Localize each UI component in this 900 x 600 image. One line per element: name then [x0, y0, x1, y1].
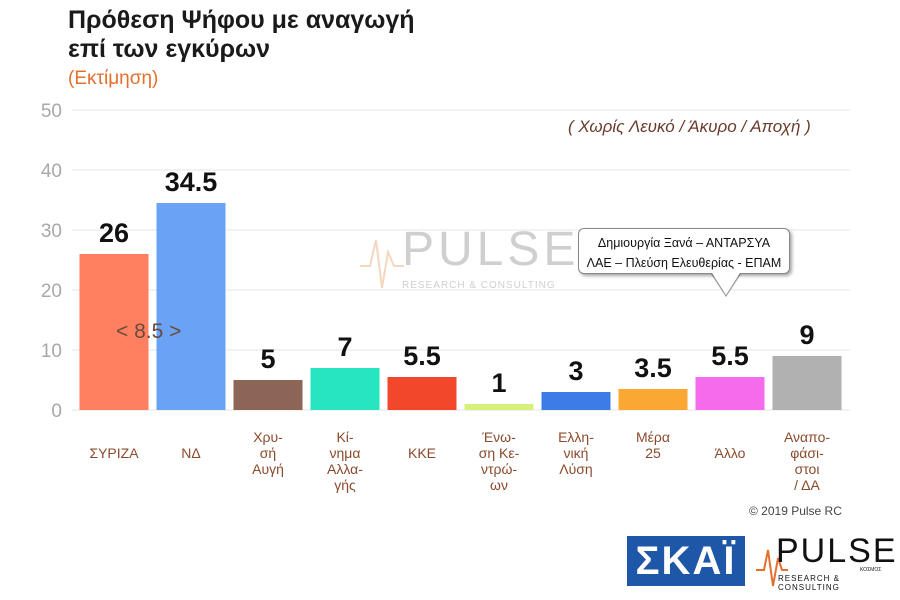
- bar: [310, 368, 380, 410]
- copyright: © 2019 Pulse RC: [749, 504, 842, 518]
- callout-box: Δημιουργία Ξανά – ΑΝΤΑΡΣΥΑ ΛΑΕ – Πλεύση …: [578, 228, 790, 274]
- watermark-word: PULSE: [402, 223, 580, 276]
- pulse-logo-kosmos: ΚΟΣΜΟΣ: [860, 567, 882, 573]
- difference-annotation: < 8.5 >: [116, 320, 182, 343]
- callout-tip: [712, 273, 740, 295]
- category-label: Χρυ-σή Αυγή: [252, 429, 284, 477]
- pulse-logo-word: PULSE: [776, 532, 898, 570]
- category-label: Άλλο: [715, 445, 746, 461]
- category-label: Αναπο-φάσι-στοι / ΔΑ: [784, 429, 830, 493]
- pulse-logo-icon: [756, 549, 788, 587]
- bar-value-label: 26: [99, 218, 129, 248]
- chart-note: ( Χωρίς Λευκό / Άκυρο / Αποχή ): [568, 117, 811, 136]
- y-tick-label: 0: [51, 401, 62, 422]
- callout-line2: ΛΑΕ – Πλεύση Ελευθερίας - ΕΠΑΜ: [586, 256, 782, 270]
- skai-logo: ΣΚΑΪ: [627, 536, 745, 586]
- bar: [156, 203, 226, 410]
- bar: [772, 356, 842, 410]
- bar: [695, 377, 765, 410]
- category-label: ΝΔ: [181, 445, 200, 461]
- bar: [464, 404, 534, 410]
- bar: [387, 377, 457, 410]
- y-tick-label: 10: [41, 341, 62, 362]
- pulse-watermark-icon: [360, 239, 404, 289]
- bar-value-label: 3: [568, 356, 583, 386]
- bar-value-label: 7: [337, 332, 352, 362]
- pulse-logo-sub: RESEARCH & CONSULTING: [778, 574, 841, 592]
- chart-title-line1: Πρόθεση Ψήφου με αναγωγή: [68, 6, 415, 34]
- bar-value-label: 34.5: [165, 167, 218, 197]
- y-tick-label: 50: [41, 101, 62, 122]
- y-tick-label: 30: [41, 221, 62, 242]
- chart-title-line2: επί των εγκύρων: [68, 35, 271, 63]
- bar: [541, 392, 611, 410]
- callout-line1: Δημιουργία Ξανά – ΑΝΤΑΡΣΥΑ: [597, 236, 771, 250]
- chart-subtitle: (Εκτίμηση): [68, 68, 159, 89]
- bar: [233, 380, 303, 410]
- bar-value-label: 5: [260, 344, 275, 374]
- category-label: Μέρα 25: [636, 429, 670, 461]
- chart-title: Πρόθεση Ψήφου με αναγωγή επί των εγκύρων: [68, 6, 415, 64]
- y-tick-label: 40: [41, 161, 62, 182]
- category-label: ΚΚΕ: [408, 445, 436, 461]
- y-tick-label: 20: [41, 281, 62, 302]
- bar-value-label: 3.5: [634, 353, 672, 383]
- category-label: Ένω-ση Κε-ντρώ-ων: [479, 429, 520, 493]
- bar-value-label: 9: [799, 320, 814, 350]
- bar: [79, 254, 149, 410]
- bar-value-label: 1: [491, 368, 506, 398]
- skai-logo-text: ΣΚΑΪ: [635, 539, 737, 583]
- category-label: Ελλη-νική Λύση: [558, 429, 594, 477]
- category-label: ΣΥΡΙΖΑ: [89, 445, 139, 461]
- category-label: Κί-νημα Αλλα-γής: [327, 429, 363, 493]
- watermark-sub: RESEARCH & CONSULTING: [402, 280, 556, 291]
- bar-value-label: 5.5: [403, 341, 441, 371]
- bar-value-label: 5.5: [711, 341, 749, 371]
- bar: [618, 389, 688, 410]
